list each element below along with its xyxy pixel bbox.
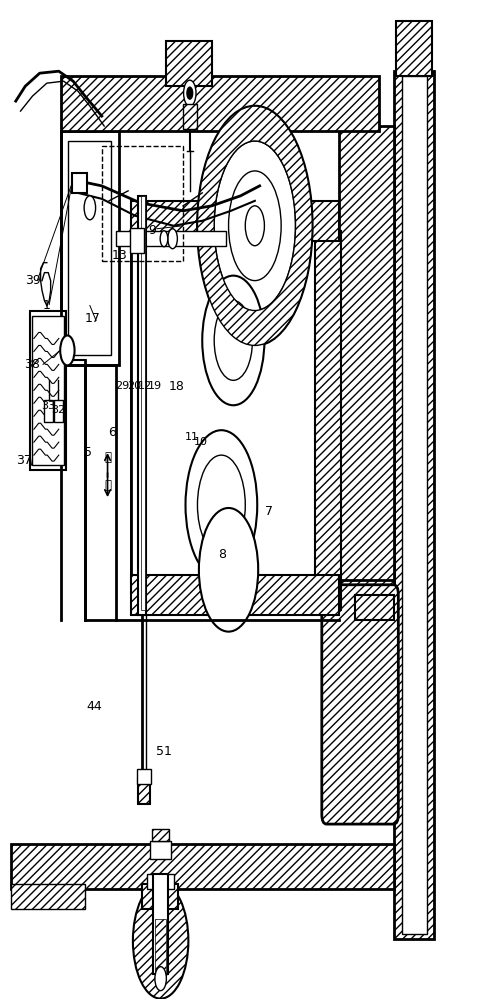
Bar: [155, 919, 166, 979]
Text: 20: 20: [127, 381, 141, 391]
Bar: [314, 231, 340, 610]
Circle shape: [197, 455, 245, 555]
Text: 7: 7: [264, 505, 273, 518]
Bar: [147, 874, 173, 889]
Bar: [149, 841, 171, 859]
Text: 32: 32: [51, 405, 65, 415]
Text: 6: 6: [108, 426, 116, 439]
Text: 13: 13: [112, 249, 128, 262]
Text: 33: 33: [41, 401, 55, 411]
Circle shape: [245, 206, 264, 246]
Bar: [102, 146, 183, 261]
Text: 29: 29: [115, 381, 129, 391]
FancyBboxPatch shape: [321, 585, 397, 824]
Bar: [30, 311, 66, 470]
Bar: [130, 231, 338, 610]
Text: 9: 9: [148, 224, 156, 237]
Bar: [138, 779, 150, 804]
Bar: [138, 196, 145, 615]
Circle shape: [84, 196, 96, 220]
Text: 12: 12: [137, 381, 152, 391]
Bar: [153, 874, 168, 974]
Bar: [166, 41, 211, 86]
Bar: [395, 21, 431, 76]
Circle shape: [155, 967, 166, 991]
Wedge shape: [197, 106, 312, 345]
Circle shape: [202, 276, 264, 405]
Bar: [338, 580, 393, 799]
Text: 18: 18: [168, 380, 184, 393]
Circle shape: [183, 80, 196, 106]
Bar: [72, 173, 86, 193]
Text: 減: 減: [104, 451, 111, 464]
Text: 増: 増: [104, 479, 111, 492]
Circle shape: [132, 883, 188, 999]
Text: 1: 1: [43, 299, 51, 312]
Bar: [130, 201, 338, 241]
Circle shape: [228, 171, 281, 281]
Text: 17: 17: [84, 312, 100, 325]
Circle shape: [214, 301, 252, 380]
Bar: [183, 104, 197, 129]
Circle shape: [187, 87, 192, 99]
Bar: [44, 400, 53, 422]
Bar: [132, 241, 312, 600]
Bar: [11, 884, 85, 909]
Text: 39: 39: [24, 274, 40, 287]
Text: 5: 5: [84, 446, 92, 459]
Circle shape: [60, 335, 74, 365]
Text: 19: 19: [148, 381, 162, 391]
Bar: [61, 131, 118, 365]
Bar: [33, 316, 63, 465]
Text: 44: 44: [86, 700, 102, 713]
Text: 10: 10: [194, 437, 208, 447]
Bar: [338, 126, 393, 620]
Bar: [355, 595, 393, 620]
Text: 11: 11: [184, 432, 198, 442]
Bar: [54, 400, 62, 422]
Text: 38: 38: [24, 358, 40, 371]
Circle shape: [197, 106, 312, 345]
Circle shape: [160, 231, 168, 247]
Circle shape: [168, 229, 177, 249]
Bar: [116, 231, 226, 246]
Bar: [61, 76, 378, 131]
Circle shape: [185, 430, 257, 580]
Bar: [68, 141, 111, 355]
Text: 51: 51: [156, 745, 171, 758]
Bar: [141, 196, 144, 610]
Bar: [136, 769, 151, 784]
Bar: [152, 829, 168, 841]
Bar: [393, 71, 433, 939]
Bar: [142, 884, 178, 909]
Bar: [130, 236, 336, 605]
Bar: [401, 76, 426, 934]
Bar: [11, 844, 393, 889]
Circle shape: [199, 508, 258, 632]
Text: 8: 8: [218, 548, 226, 561]
Circle shape: [214, 141, 295, 311]
Bar: [129, 228, 144, 253]
Bar: [130, 575, 338, 615]
Text: 37: 37: [16, 454, 32, 467]
